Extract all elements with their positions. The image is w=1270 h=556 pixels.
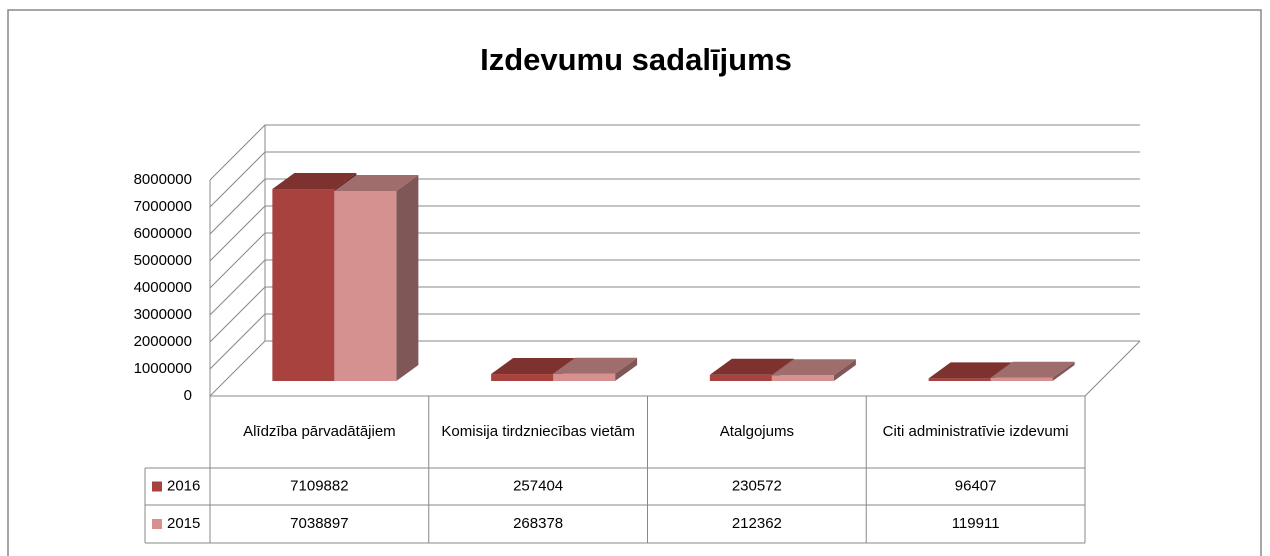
x-tick-label: Atalgojums [719,423,794,440]
grid-line [209,313,1140,370]
chart-title: Izdevumu sadalījums [480,42,792,77]
legend-label: 2016 [167,477,200,494]
chart-border [7,9,1262,556]
grid-line [209,151,1140,208]
bar-top [990,361,1075,378]
grid-line [209,124,1140,181]
bar-top [334,174,419,191]
bar-top [272,173,357,190]
table-value: 257404 [513,477,563,494]
category-cell: Alīdzība pārvadātājiem [243,423,396,440]
y-tick-label: 6000000 [134,225,192,242]
bar [709,374,772,381]
legend-swatch [152,481,162,492]
category-cell: Atalgojums [719,423,794,440]
bar-side [833,359,856,381]
y-tick-label: 4000000 [134,279,192,296]
bar [990,377,1053,381]
table-value: 212362 [732,515,782,532]
category-cell: Komisija tirdzniecības vietām [441,423,635,440]
bar-top [491,358,576,375]
legend-swatch [152,519,162,529]
x-tick-label: Citi administratīvie izdevumi [882,423,1069,440]
bar [553,373,616,381]
bar [491,374,554,381]
data-table: Alīdzība pārvadātājiem Komisija tirdzniec… [144,395,1086,544]
grid-line [209,259,1140,316]
bar [272,189,335,381]
bar [771,375,834,381]
table-value: 230572 [732,477,782,494]
grid-line [209,286,1140,343]
table-value: 119911 [952,515,1000,532]
y-tick-label: 0 [184,387,192,404]
axis-line [1084,340,1141,397]
table-value: 7038897 [290,515,348,532]
bar [334,190,397,381]
y-tick-label: 1000000 [134,360,192,377]
y-tick-label: 7000000 [134,198,192,215]
y-tick-label: 8000000 [134,171,192,188]
grid-line [209,232,1140,289]
bar-top [709,358,794,375]
legend-label: 2015 [167,515,200,532]
table-value: 96407 [955,477,997,494]
x-tick-label: Alīdzība pārvadātājiem [243,423,396,440]
bar-top [771,359,856,376]
bar [928,378,991,381]
grid-line [209,205,1140,262]
category-cell: Citi administratīvie izdevumi [882,423,1069,440]
grid-line [209,340,1140,397]
y-tick-label: 3000000 [134,306,192,323]
grid-line [209,178,1140,235]
y-tick-label: 5000000 [134,252,192,269]
bar-top [553,357,638,374]
bar-side [396,174,419,381]
table-value: 7109882 [290,477,348,494]
y-tick-label: 2000000 [134,333,192,350]
bar-side [1052,361,1075,381]
x-tick-label: Komisija tirdzniecības vietām [441,423,635,440]
bar-top [928,362,1013,379]
bar-side [615,357,638,381]
table-value: 268378 [513,515,563,532]
